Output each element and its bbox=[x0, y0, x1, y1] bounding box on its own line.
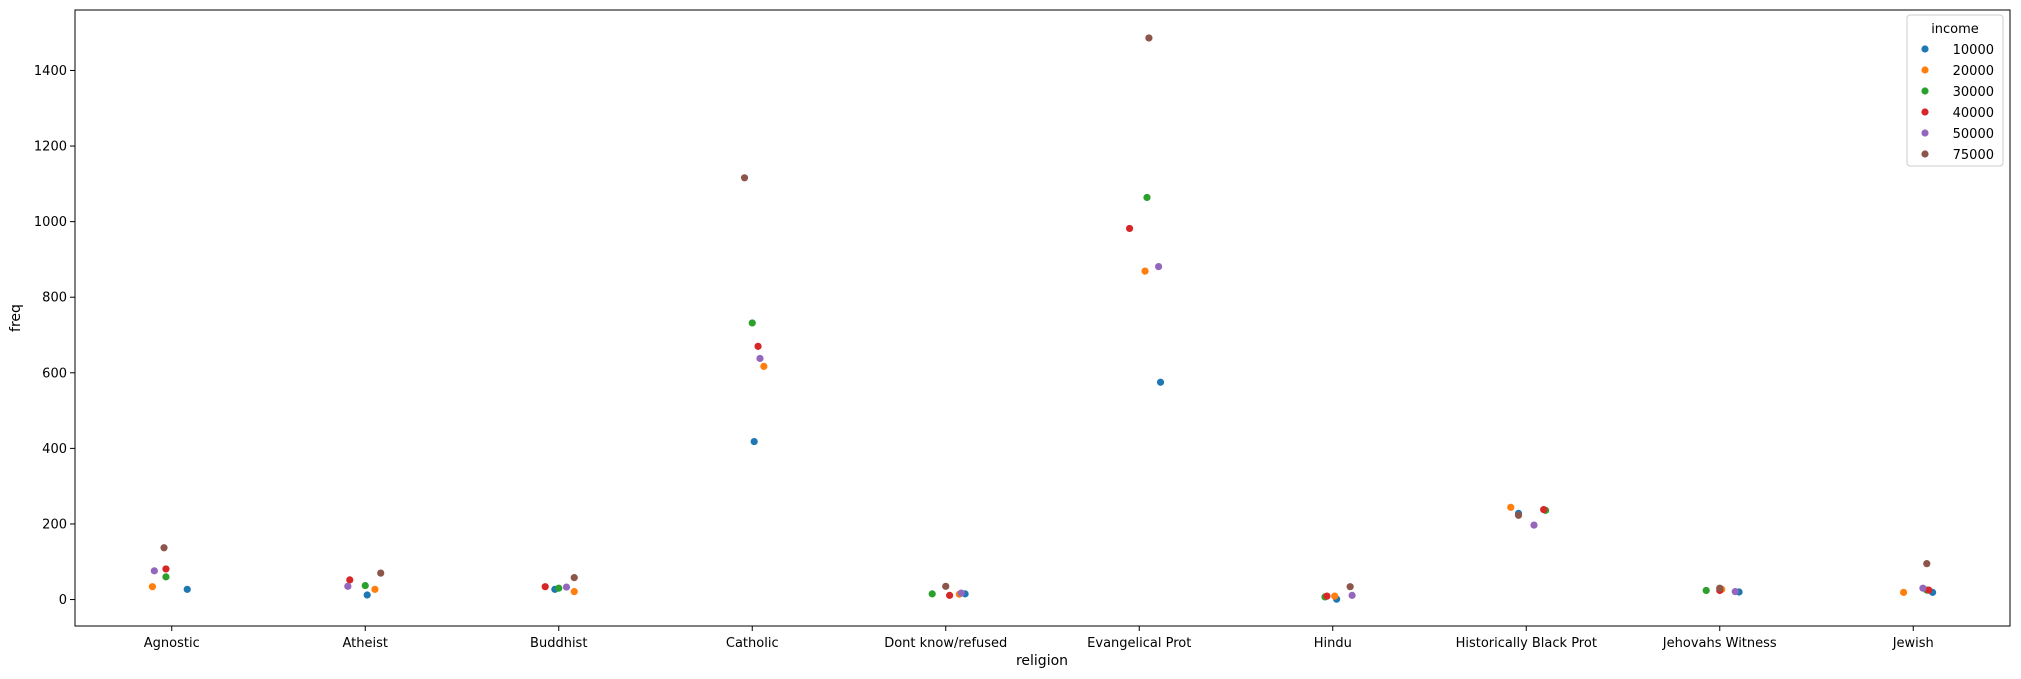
data-point bbox=[1530, 521, 1538, 529]
data-point bbox=[1155, 263, 1163, 271]
data-point bbox=[1716, 584, 1724, 592]
data-point bbox=[555, 584, 563, 592]
x-tick-label: Dont know/refused bbox=[884, 636, 1007, 651]
legend-marker bbox=[1921, 129, 1929, 137]
data-point bbox=[562, 583, 571, 591]
y-tick-label: 400 bbox=[42, 442, 67, 457]
data-point bbox=[750, 437, 758, 446]
data-point bbox=[1125, 224, 1134, 233]
data-point bbox=[760, 362, 768, 370]
data-point bbox=[183, 585, 191, 593]
legend-label: 75000 bbox=[1953, 148, 1994, 163]
x-axis: Agnostic Atheist Buddhist Catholic Dont know… bbox=[144, 626, 1934, 651]
x-tick-label: Buddhist bbox=[530, 636, 587, 651]
y-axis-label: freq bbox=[8, 304, 24, 332]
data-point bbox=[570, 574, 578, 582]
data-point bbox=[361, 581, 369, 590]
data-point bbox=[1141, 267, 1149, 275]
y-tick-label: 0 bbox=[59, 593, 67, 608]
data-point bbox=[1702, 586, 1710, 595]
legend-marker bbox=[1921, 66, 1929, 74]
y-tick-label: 600 bbox=[42, 366, 67, 381]
data-point bbox=[541, 583, 549, 591]
legend-title: income bbox=[1931, 22, 1979, 37]
data-point bbox=[1346, 583, 1354, 591]
y-tick-label: 1000 bbox=[34, 215, 67, 230]
data-point bbox=[748, 319, 756, 327]
data-point bbox=[754, 342, 762, 350]
data-point bbox=[377, 569, 385, 577]
data-point bbox=[756, 354, 764, 363]
x-tick-label: Evangelical Prot bbox=[1087, 636, 1191, 651]
legend-marker bbox=[1921, 87, 1929, 95]
data-point bbox=[346, 576, 354, 584]
data-point bbox=[148, 583, 156, 591]
x-tick-label: Jehovahs Witness bbox=[1662, 636, 1777, 651]
data-point bbox=[371, 585, 379, 593]
x-tick-label: Catholic bbox=[726, 636, 779, 651]
data-point bbox=[1143, 193, 1151, 202]
y-tick-label: 200 bbox=[42, 517, 67, 532]
data-point bbox=[363, 591, 371, 599]
data-point bbox=[150, 567, 158, 575]
data-point bbox=[928, 590, 936, 598]
legend-marker bbox=[1921, 150, 1929, 158]
y-tick-label: 1200 bbox=[34, 140, 67, 155]
data-point bbox=[344, 582, 352, 590]
data-points bbox=[148, 34, 1937, 603]
legend-label: 10000 bbox=[1953, 43, 1994, 58]
data-point bbox=[740, 174, 749, 182]
legend-label: 20000 bbox=[1953, 64, 1994, 79]
data-point bbox=[942, 582, 950, 590]
data-point bbox=[1731, 588, 1739, 596]
data-point bbox=[570, 588, 578, 596]
data-point bbox=[1919, 584, 1927, 592]
data-point bbox=[162, 573, 170, 581]
data-point bbox=[1925, 586, 1933, 594]
legend-label: 30000 bbox=[1953, 85, 1994, 100]
data-point bbox=[1331, 592, 1339, 600]
legend: income 10000 20000 30000 40000 50000 75000 bbox=[1906, 14, 2004, 167]
x-tick-label: Atheist bbox=[343, 636, 388, 651]
x-tick-label: Historically Black Prot bbox=[1456, 636, 1597, 651]
data-point bbox=[1540, 506, 1548, 514]
data-point bbox=[1923, 560, 1931, 568]
data-point bbox=[1145, 34, 1153, 42]
data-point bbox=[162, 565, 170, 573]
x-tick-label: Jewish bbox=[1892, 636, 1934, 651]
y-tick-label: 1400 bbox=[34, 64, 67, 79]
data-point bbox=[1514, 511, 1523, 519]
legend-marker bbox=[1921, 45, 1929, 53]
plot-area bbox=[74, 9, 2011, 627]
x-axis-label: religion bbox=[1016, 653, 1068, 669]
y-tick-label: 800 bbox=[42, 291, 67, 306]
x-tick-label: Agnostic bbox=[144, 636, 200, 651]
data-point bbox=[1899, 588, 1908, 596]
legend-marker bbox=[1921, 108, 1929, 116]
data-point bbox=[1156, 378, 1165, 386]
legend-label: 50000 bbox=[1953, 127, 1994, 142]
legend-items: 10000 20000 30000 40000 50000 75000 bbox=[1921, 43, 1994, 163]
data-point bbox=[160, 544, 168, 552]
data-point bbox=[1323, 592, 1331, 600]
data-point bbox=[1507, 503, 1515, 511]
data-point bbox=[1348, 591, 1356, 599]
y-axis: 0 200 400 600 800 1000 1200 1400 bbox=[34, 64, 75, 608]
data-point bbox=[946, 591, 954, 599]
x-tick-label: Hindu bbox=[1314, 636, 1352, 651]
data-point bbox=[957, 589, 965, 597]
legend-label: 40000 bbox=[1953, 106, 1994, 121]
legend-box bbox=[1906, 14, 2004, 167]
